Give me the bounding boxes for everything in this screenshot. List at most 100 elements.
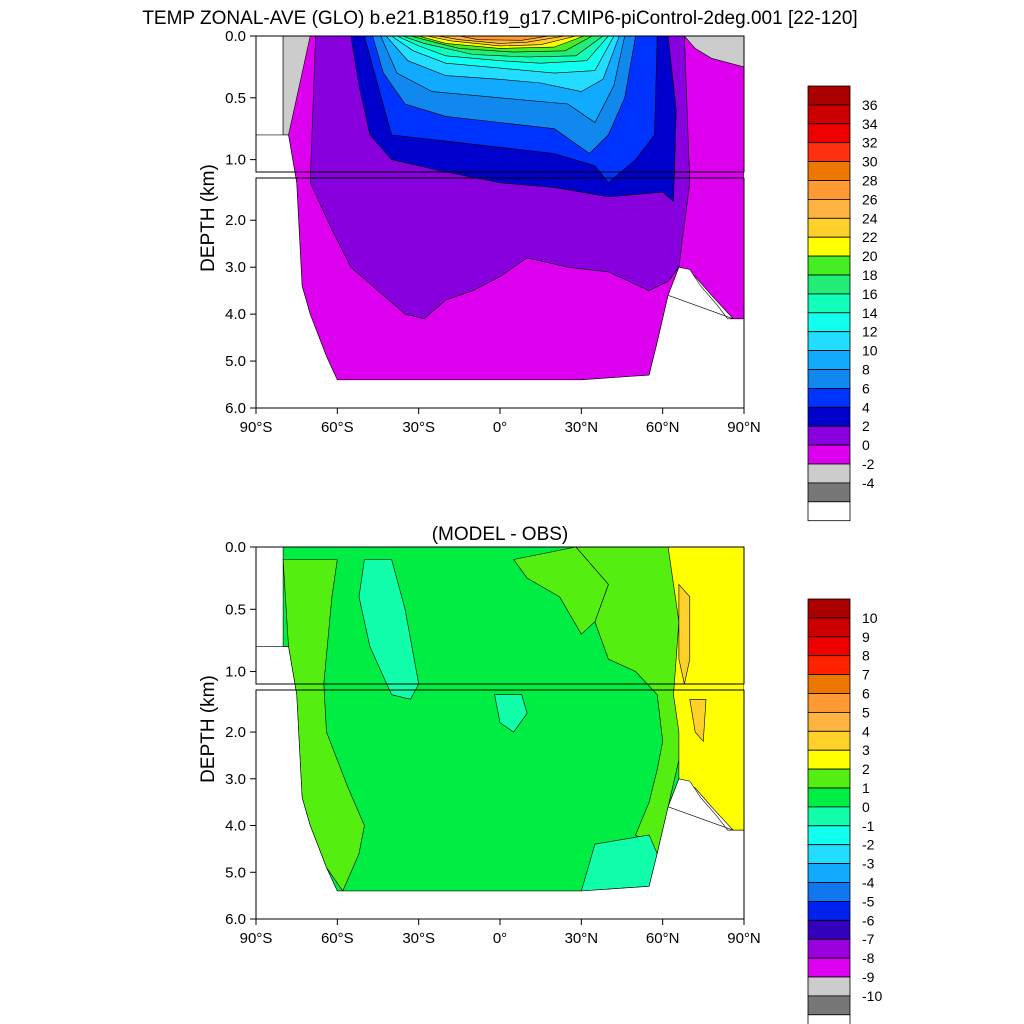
difference-contours — [256, 547, 744, 919]
y-tick-label: 0.0 — [225, 539, 246, 556]
colorbar-swatch — [807, 976, 851, 997]
colorbar-label: 32 — [862, 135, 878, 151]
y-tick-label: 1.0 — [225, 664, 246, 681]
band-3-4 — [678, 583, 691, 685]
colorbar-swatch — [807, 901, 851, 921]
colorbar-label: -6 — [862, 912, 875, 928]
colorbar-swatch — [807, 919, 851, 940]
x-tick-label: 30°N — [565, 419, 599, 436]
panel-title: TEMP ZONAL-AVE (GLO) b.e21.B1850.f19_g17… — [142, 8, 857, 29]
y-tick-label: 0.0 — [225, 28, 246, 45]
x-tick-label: 90°S — [240, 419, 273, 436]
x-tick-label: 30°S — [402, 419, 435, 436]
colorbar-swatch — [807, 749, 851, 770]
colorbar-label: -4 — [862, 475, 875, 491]
band-neg1-0-eq — [494, 694, 528, 733]
colorbar-swatch — [807, 387, 851, 408]
colorbar-swatch — [807, 501, 851, 522]
colorbar-label: 1 — [862, 780, 870, 796]
band-neg1-0-south — [358, 559, 420, 700]
y-tick-label: 3.0 — [225, 771, 246, 788]
colorbar-swatch — [807, 825, 851, 846]
colorbar-swatch — [807, 844, 851, 865]
y-axis-label: DEPTH (km) — [198, 675, 219, 783]
temperature-contours — [256, 36, 744, 408]
colorbar-swatch — [807, 161, 851, 181]
colorbar-swatch — [807, 957, 851, 978]
colorbar-swatch — [807, 142, 851, 162]
colorbar-label: -3 — [862, 856, 875, 872]
land-mask-north — [667, 778, 734, 831]
seafloor-mask — [256, 646, 744, 919]
colorbar-label: -8 — [862, 950, 875, 966]
x-tick-label: 90°S — [240, 930, 273, 947]
colorbar-label: 10 — [862, 610, 878, 626]
x-tick-label: 90°N — [727, 419, 761, 436]
colorbar-label: -7 — [862, 931, 875, 947]
y-tick-label: 2.0 — [225, 212, 246, 229]
colorbar-swatch — [807, 598, 851, 619]
colorbar-label: 12 — [862, 324, 878, 340]
colorbar-swatch — [807, 806, 851, 827]
colorbar-label: -2 — [862, 837, 875, 853]
colorbar-label: 24 — [862, 210, 878, 226]
colorbar-label: 4 — [862, 723, 870, 739]
colorbar-swatch — [807, 180, 851, 200]
y-tick-label: 6.0 — [225, 911, 246, 928]
colorbar-swatch — [807, 85, 851, 106]
x-tick-label: 90°N — [727, 930, 761, 947]
y-tick-label: 5.0 — [225, 864, 246, 881]
colorbar-label: -10 — [862, 988, 882, 1004]
colorbar-label: 26 — [862, 191, 878, 207]
colorbar-swatch — [807, 693, 851, 713]
colorbar-label: 28 — [862, 173, 878, 189]
colorbar-swatch — [807, 655, 851, 676]
difference-panel: (MODEL - OBS)0.00.51.02.03.04.05.06.090°… — [198, 524, 882, 1024]
colorbar-label: 14 — [862, 305, 878, 321]
colorbar-label: -2 — [862, 456, 875, 472]
colorbar-swatch — [807, 104, 851, 125]
colorbar-swatch — [807, 1014, 851, 1024]
band-1-2-mid — [513, 547, 609, 635]
colorbar-swatch — [807, 236, 851, 257]
colorbar-label: 30 — [862, 154, 878, 170]
colorbar-swatch — [807, 350, 851, 370]
colorbar-swatch — [807, 293, 851, 314]
colorbar-swatch — [807, 444, 851, 465]
colorbar-label: 6 — [862, 686, 870, 702]
colorbar-label: 0 — [862, 799, 870, 815]
upper-plot-frame — [255, 546, 745, 685]
upper-plot-frame — [255, 35, 745, 173]
colorbar-label: 2 — [862, 418, 870, 434]
colorbar-swatch — [807, 255, 851, 276]
colorbar-swatch — [807, 617, 851, 638]
y-tick-label: 4.0 — [225, 306, 246, 323]
x-tick-label: 30°N — [565, 930, 599, 947]
colorbar-swatch — [807, 274, 851, 295]
band-below-0-south — [282, 36, 311, 136]
colorbar-label: -4 — [862, 875, 875, 891]
y-tick-label: 5.0 — [225, 353, 246, 370]
colorbar-label: 20 — [862, 248, 878, 264]
colorbar-swatch — [807, 787, 851, 808]
y-tick-label: 6.0 — [225, 400, 246, 417]
temperature-panel: TEMP ZONAL-AVE (GLO) b.e21.B1850.f19_g17… — [142, 8, 878, 522]
y-tick-label: 3.0 — [225, 259, 246, 276]
seafloor-mask — [256, 134, 744, 408]
colorbar-label: 3 — [862, 742, 870, 758]
colorbar-label: 36 — [862, 97, 878, 113]
y-tick-label: 2.0 — [225, 724, 246, 741]
colorbar-label: 22 — [862, 229, 878, 245]
panel-title: (MODEL - OBS) — [432, 524, 569, 545]
colorbar-swatch — [807, 217, 851, 238]
colorbar-swatch — [807, 312, 851, 333]
x-tick-label: 0° — [493, 419, 507, 436]
colorbar-label: 7 — [862, 667, 870, 683]
land-mask-north — [667, 266, 734, 320]
colorbar-label: 5 — [862, 704, 870, 720]
colorbar-label: 8 — [862, 648, 870, 664]
x-tick-label: 60°N — [646, 419, 680, 436]
colorbar-swatch — [807, 636, 851, 657]
x-tick-label: 60°N — [646, 930, 680, 947]
